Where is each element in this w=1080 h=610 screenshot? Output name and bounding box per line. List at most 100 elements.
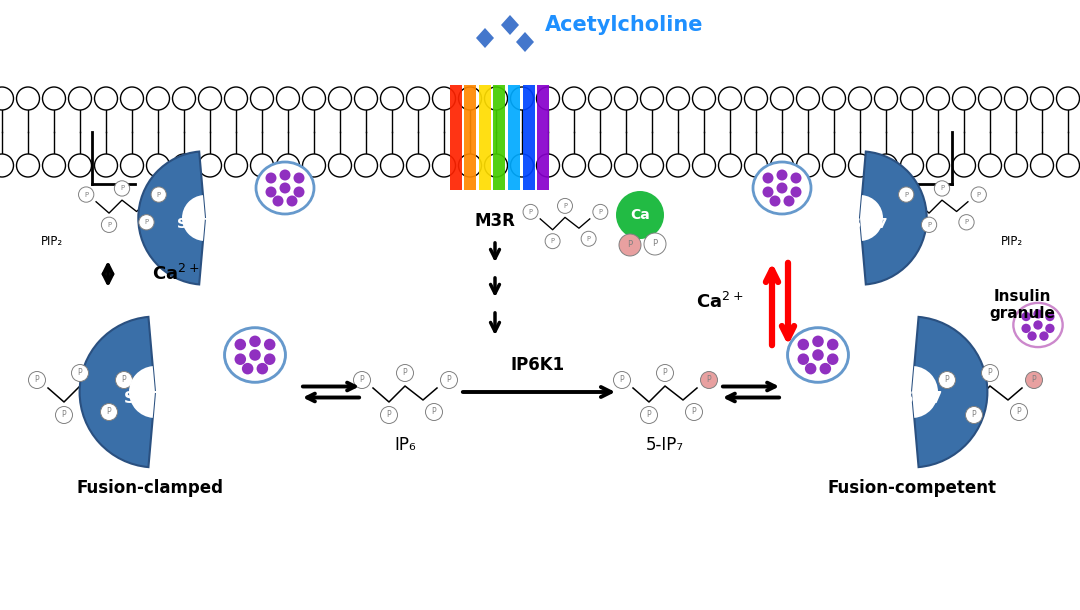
Circle shape <box>791 173 801 184</box>
Circle shape <box>68 87 92 110</box>
Circle shape <box>849 154 872 177</box>
Circle shape <box>769 195 781 207</box>
Circle shape <box>251 87 273 110</box>
Circle shape <box>978 154 1001 177</box>
Circle shape <box>959 215 974 230</box>
Circle shape <box>0 154 13 177</box>
Circle shape <box>1030 87 1053 110</box>
Text: Acetylcholine: Acetylcholine <box>545 15 703 35</box>
Circle shape <box>823 154 846 177</box>
Circle shape <box>523 204 538 220</box>
Circle shape <box>791 187 801 198</box>
Circle shape <box>16 154 40 177</box>
Circle shape <box>95 154 118 177</box>
Circle shape <box>589 154 611 177</box>
Text: P: P <box>706 376 712 384</box>
Circle shape <box>79 187 94 202</box>
Text: P: P <box>528 209 532 215</box>
Bar <box>523 85 535 190</box>
Circle shape <box>16 87 40 110</box>
Circle shape <box>953 154 975 177</box>
Wedge shape <box>912 366 939 418</box>
Circle shape <box>280 182 291 193</box>
Circle shape <box>805 363 816 375</box>
Circle shape <box>100 403 118 420</box>
Circle shape <box>173 154 195 177</box>
Circle shape <box>280 170 291 181</box>
Ellipse shape <box>787 328 849 382</box>
Text: P: P <box>904 192 908 198</box>
Circle shape <box>783 195 795 207</box>
Circle shape <box>927 87 949 110</box>
Circle shape <box>770 154 794 177</box>
Circle shape <box>953 87 975 110</box>
Circle shape <box>615 154 637 177</box>
Circle shape <box>812 336 824 347</box>
Circle shape <box>1022 324 1030 333</box>
Circle shape <box>276 154 299 177</box>
Circle shape <box>380 154 404 177</box>
Text: Ca$^{2+}$: Ca$^{2+}$ <box>152 264 199 284</box>
Text: Insulin
granule: Insulin granule <box>989 289 1055 321</box>
Circle shape <box>139 215 154 230</box>
Circle shape <box>1045 312 1054 321</box>
Ellipse shape <box>753 162 811 214</box>
Bar <box>508 85 519 190</box>
Text: P: P <box>663 368 667 378</box>
Circle shape <box>95 87 118 110</box>
Text: IP6K1: IP6K1 <box>511 356 565 374</box>
Text: PIP₂: PIP₂ <box>41 235 63 248</box>
Wedge shape <box>860 195 883 241</box>
Circle shape <box>406 87 430 110</box>
Circle shape <box>1022 312 1030 321</box>
Circle shape <box>199 154 221 177</box>
Circle shape <box>251 154 273 177</box>
Circle shape <box>563 154 585 177</box>
Text: Ca: Ca <box>630 208 650 222</box>
Text: Syt7: Syt7 <box>851 217 888 231</box>
Circle shape <box>921 217 936 232</box>
Circle shape <box>68 154 92 177</box>
Circle shape <box>511 154 534 177</box>
Circle shape <box>563 87 585 110</box>
Circle shape <box>901 154 923 177</box>
Polygon shape <box>501 15 519 35</box>
Circle shape <box>249 336 260 347</box>
Circle shape <box>380 87 404 110</box>
Wedge shape <box>860 151 927 284</box>
Text: P: P <box>976 192 981 198</box>
Wedge shape <box>183 195 205 241</box>
Circle shape <box>354 87 378 110</box>
Text: P: P <box>563 203 567 209</box>
Circle shape <box>1011 403 1027 420</box>
Circle shape <box>823 87 846 110</box>
Bar <box>464 85 476 190</box>
Circle shape <box>619 234 642 256</box>
Circle shape <box>982 365 999 381</box>
Circle shape <box>770 87 794 110</box>
Circle shape <box>257 363 268 375</box>
Text: P: P <box>586 235 591 242</box>
Wedge shape <box>912 317 987 467</box>
Circle shape <box>328 87 351 110</box>
Text: P: P <box>927 222 931 228</box>
Text: P: P <box>647 411 651 420</box>
Circle shape <box>432 87 456 110</box>
Circle shape <box>820 363 832 375</box>
Circle shape <box>797 154 820 177</box>
Circle shape <box>151 187 166 202</box>
Circle shape <box>797 339 809 350</box>
Circle shape <box>0 87 13 110</box>
Circle shape <box>934 181 949 196</box>
Text: P: P <box>620 376 624 384</box>
Circle shape <box>42 87 66 110</box>
Text: Fusion-competent: Fusion-competent <box>827 479 997 497</box>
Circle shape <box>249 349 260 361</box>
Circle shape <box>234 353 246 365</box>
Circle shape <box>1030 154 1053 177</box>
Text: P: P <box>432 407 436 417</box>
Bar <box>450 85 462 190</box>
Circle shape <box>762 173 773 184</box>
Circle shape <box>1034 320 1042 329</box>
Circle shape <box>354 154 378 177</box>
